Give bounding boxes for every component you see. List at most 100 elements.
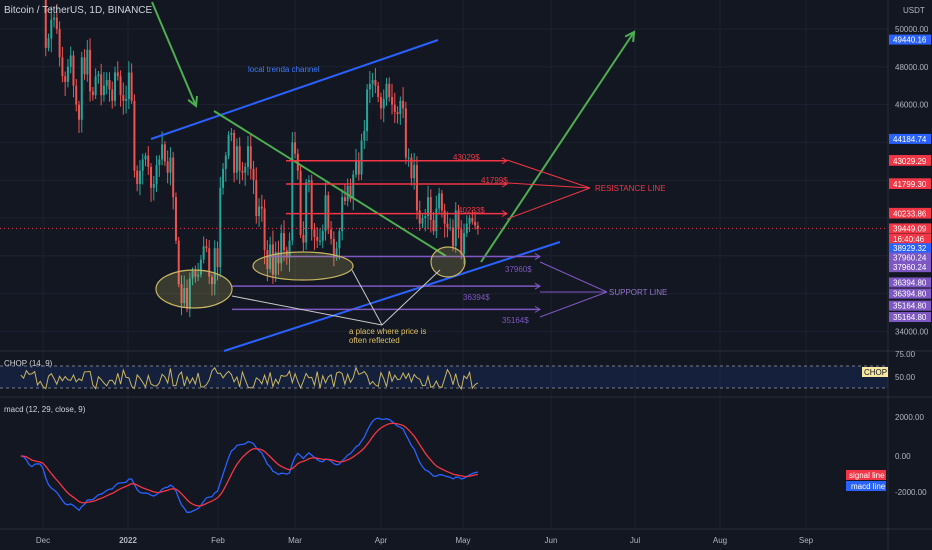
candle-body	[130, 72, 133, 101]
candle-body	[393, 104, 396, 113]
drawing-layer: local trenda channel 43029$ 41799$ 40233$ 37…	[0, 1, 888, 352]
candle-body	[379, 97, 382, 109]
candle-body	[233, 132, 236, 173]
candle-body	[125, 98, 128, 101]
candle-body	[78, 104, 81, 120]
candle-body	[446, 223, 449, 228]
chop-pane: CHOP (14, 9) 75.00 50.00 CHOP	[0, 350, 916, 391]
candle-body	[147, 155, 150, 167]
time-label: Apr	[375, 536, 388, 545]
candle-body	[468, 218, 471, 224]
candle-body	[216, 248, 219, 268]
candle-body	[246, 146, 249, 167]
note-connector	[231, 295, 383, 326]
candle-body	[133, 100, 136, 171]
price-tick: 34000.00	[895, 327, 929, 336]
candle-body	[363, 131, 366, 141]
chop-title: CHOP (14, 9)	[4, 359, 53, 368]
price-tick: 48000.00	[895, 63, 929, 72]
chop-badge-text: CHOP	[864, 368, 887, 377]
resistance-connector	[506, 182, 591, 189]
reflection-ellipse	[155, 269, 233, 309]
candle-body	[418, 210, 421, 224]
signal-badge	[846, 470, 886, 480]
price-badge	[889, 34, 931, 45]
channel-upper-line	[150, 39, 439, 140]
candle-body	[72, 55, 75, 86]
candle-body	[219, 187, 222, 268]
candle-body	[294, 142, 297, 154]
symbol-title[interactable]: Bitcoin / TetherUS, 1D, BINANCE	[4, 5, 153, 16]
candle-body	[457, 210, 460, 230]
time-label: Sep	[799, 536, 814, 545]
price-badge-text: 36394.80	[893, 278, 927, 287]
candle-body	[238, 146, 241, 171]
candle-body	[277, 252, 280, 264]
reflection-ellipse	[430, 246, 466, 278]
price-badge	[889, 277, 931, 288]
macd-badge	[846, 481, 886, 491]
time-label: Mar	[288, 536, 302, 545]
candle-body	[144, 155, 147, 160]
candle-body	[299, 170, 302, 236]
candle-body	[138, 170, 141, 184]
candle-body	[330, 229, 333, 239]
candle-body	[55, 17, 58, 29]
candle-body	[305, 182, 308, 243]
note-connector	[351, 269, 383, 326]
price-badge	[889, 178, 931, 189]
macd-tick: -2000.00	[895, 488, 927, 497]
price-badge-text: 41799.30	[893, 180, 927, 189]
candle-body	[75, 85, 78, 105]
candle-body	[224, 155, 227, 169]
support-label: SUPPORT LINE	[609, 288, 667, 297]
candle-body	[355, 161, 358, 175]
candle-body	[116, 72, 119, 77]
candle-body	[222, 168, 225, 188]
candle-body	[152, 183, 155, 188]
candle-body	[402, 100, 405, 109]
candle-body	[186, 287, 189, 309]
candle-body	[321, 231, 324, 241]
candle-body	[435, 208, 438, 232]
candle-body	[338, 231, 341, 249]
candle-body	[208, 248, 211, 277]
candle-body	[136, 170, 139, 184]
price-badge-text: 35164.80	[893, 302, 927, 311]
candle-body	[188, 278, 191, 309]
candle-body	[191, 270, 194, 279]
candle-body	[66, 66, 69, 82]
candle-body	[427, 197, 430, 217]
candle-body	[119, 76, 122, 96]
time-label: Feb	[211, 536, 225, 545]
price-badge-text: 38929.32	[893, 244, 927, 253]
candle-body	[177, 240, 180, 285]
candle-body	[249, 146, 252, 169]
candle-body	[210, 276, 213, 285]
candle-body	[255, 180, 258, 217]
price-badge-text: 44184.74	[893, 135, 927, 144]
candle-body	[91, 91, 94, 96]
candle-body	[227, 134, 230, 156]
candles-layer	[44, 0, 479, 318]
reflect-label-2: often reflected	[349, 336, 400, 345]
price-badge	[889, 252, 931, 263]
candle-body	[438, 193, 441, 209]
macd-tick: 0.00	[895, 452, 911, 461]
chop-tick: 75.00	[895, 350, 916, 359]
candle-body	[327, 195, 330, 230]
candle-body	[388, 83, 391, 98]
macd-badge-text: macd line	[851, 482, 886, 491]
candle-body	[252, 168, 255, 181]
candle-body	[61, 57, 64, 77]
candle-body	[440, 193, 443, 211]
candle-body	[307, 180, 310, 183]
price-badge	[889, 233, 931, 244]
candle-body	[274, 252, 277, 275]
candle-body	[44, 0, 47, 48]
candle-body	[235, 146, 238, 173]
resistance-label: RESISTANCE LINE	[595, 184, 666, 193]
green-up-arrow-head	[624, 30, 636, 43]
chop-badge	[862, 367, 888, 377]
